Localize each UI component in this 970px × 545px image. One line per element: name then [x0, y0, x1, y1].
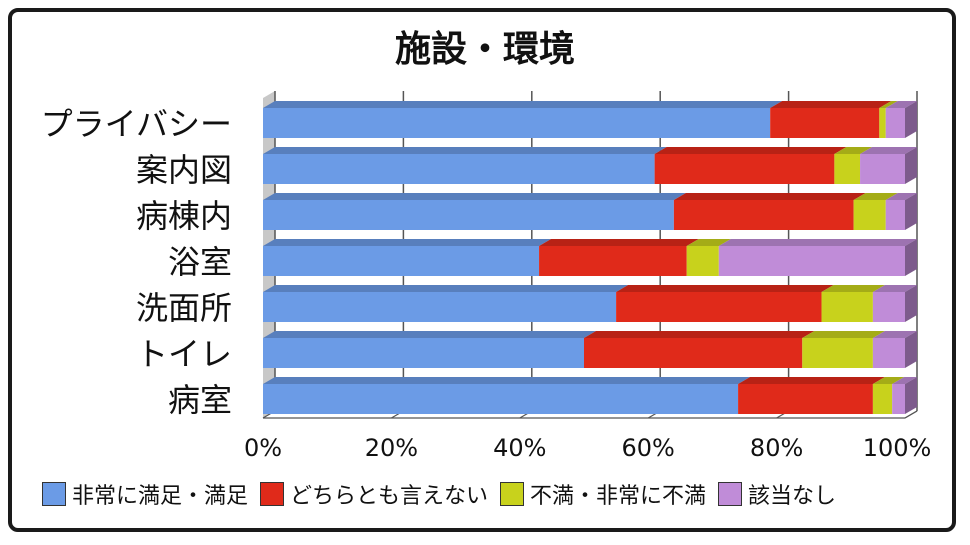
legend-swatch-satisfied	[42, 482, 66, 506]
bar-segment-top	[834, 147, 873, 154]
y-tick-label: 案内図	[136, 151, 232, 189]
bar-segment	[263, 246, 540, 276]
bar-segment	[263, 154, 655, 184]
bar-segment	[879, 108, 886, 138]
chart-title: 施設・環境	[394, 29, 575, 70]
x-tick-label: 100%	[863, 434, 932, 462]
bar-segment	[616, 292, 822, 322]
bar-end-face	[905, 331, 917, 368]
bar-segment-top	[821, 285, 885, 292]
bar-segment-top	[853, 193, 898, 200]
y-tick-label: 病室	[168, 381, 232, 419]
bar-segment	[263, 292, 617, 322]
bar-segment-top	[885, 193, 917, 200]
bar-end-face	[905, 193, 917, 230]
bar-segment	[584, 338, 803, 368]
legend-swatch-neutral	[260, 482, 285, 506]
bar-segment	[872, 384, 893, 414]
bar-segment-top	[770, 101, 892, 108]
x-tick-label: 0%	[244, 434, 282, 462]
legend-item-dissatisfied: 不満・非常に不満	[500, 478, 706, 510]
bar-segment-top	[872, 377, 905, 384]
bar-segment-top	[673, 193, 866, 200]
x-tick-label: 80%	[750, 434, 803, 462]
bar-segment	[686, 246, 719, 276]
bar-segment	[802, 338, 873, 368]
bar-segment-top	[738, 377, 885, 384]
legend-item-not-applicable: 該当なし	[718, 478, 836, 510]
bar-segment-top	[263, 193, 686, 200]
bar-segment-top	[539, 239, 699, 246]
legend-swatch-not-applicable	[718, 482, 743, 506]
bar-segment	[872, 338, 905, 368]
x-tick-label: 40%	[493, 434, 546, 462]
bar-segment-top	[654, 147, 847, 154]
bar-segment-top	[718, 239, 917, 246]
bar-segment-top	[263, 285, 629, 292]
x-tick-label: 60%	[622, 434, 675, 462]
bar-segment	[718, 246, 905, 276]
bar-segment	[654, 154, 835, 184]
bar-segment	[263, 108, 771, 138]
bar-segment-top	[263, 101, 783, 108]
legend-swatch-dissatisfied	[500, 482, 525, 506]
bar-segment-top	[686, 239, 731, 246]
legend-label-dissatisfied: 不満・非常に不満	[530, 484, 707, 509]
bar-segment	[885, 108, 905, 138]
legend: 非常に満足・満足 どちらとも言えない 不満・非常に不満 該当なし	[42, 478, 836, 510]
bar-end-face	[905, 147, 917, 184]
y-tick-label: トイレ	[136, 335, 232, 373]
bar-end-face	[905, 377, 917, 414]
bar-segment	[539, 246, 687, 276]
bar-segment-top	[263, 239, 552, 246]
bar-segment-top	[885, 101, 917, 108]
bar-segment-top	[879, 101, 898, 108]
bar-segment	[770, 108, 880, 138]
bar-segment-top	[872, 331, 917, 338]
y-tick-label: プライバシー	[41, 105, 232, 143]
bar-segment	[860, 154, 905, 184]
y-tick-label: 病棟内	[136, 197, 232, 235]
bar-segment-top	[872, 285, 917, 292]
x-axis-corner	[904, 410, 918, 419]
bar-segment	[872, 292, 905, 322]
bar-segment	[738, 384, 873, 414]
bar-segment-top	[263, 147, 667, 154]
bar-segment-top	[263, 377, 751, 384]
bar-segment	[263, 384, 739, 414]
bar-segment-top	[263, 331, 596, 338]
legend-label-satisfied: 非常に満足・満足	[72, 484, 249, 509]
bar-segment	[892, 384, 905, 414]
bar-segment-top	[860, 147, 917, 154]
bar-end-face	[905, 285, 917, 322]
bar-segment	[834, 154, 861, 184]
bar-segment-top	[802, 331, 885, 338]
legend-item-satisfied: 非常に満足・満足	[42, 478, 248, 510]
bar-segment	[263, 200, 674, 230]
y-tick-label: 浴室	[168, 243, 232, 281]
bar-segment-top	[892, 377, 917, 384]
bar-segment	[885, 200, 905, 230]
legend-item-neutral: どちらとも言えない	[260, 478, 488, 510]
x-tick-label: 20%	[365, 434, 418, 462]
legend-label-neutral: どちらとも言えない	[290, 484, 489, 509]
bar-segment	[853, 200, 886, 230]
bar-segment	[821, 292, 873, 322]
y-tick-label: 洗面所	[136, 289, 232, 327]
bar-segment	[673, 200, 854, 230]
legend-label-not-applicable: 該当なし	[748, 484, 837, 509]
bar-segment	[263, 338, 584, 368]
bar-end-face	[905, 101, 917, 138]
bar-segment-top	[616, 285, 834, 292]
bar-end-face	[905, 239, 917, 276]
bar-segment-top	[584, 331, 815, 338]
